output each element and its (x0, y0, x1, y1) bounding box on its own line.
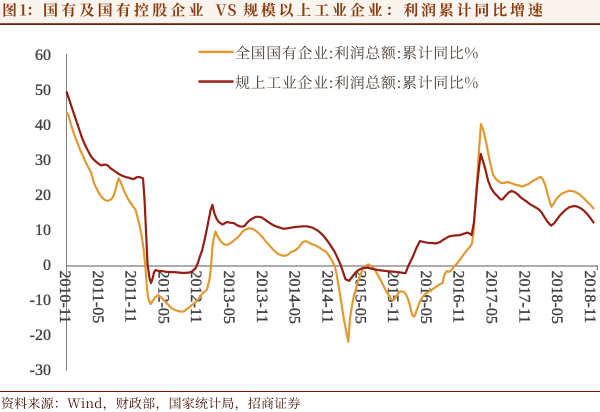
svg-text:2016-11: 2016-11 (450, 271, 467, 324)
svg-text:60: 60 (35, 47, 51, 64)
svg-text:2013-05: 2013-05 (220, 271, 237, 324)
svg-text:2010-11: 2010-11 (56, 271, 73, 324)
svg-text:2014-05: 2014-05 (286, 271, 303, 324)
svg-text:2011-05: 2011-05 (89, 271, 106, 324)
svg-text:2015-11: 2015-11 (384, 271, 401, 324)
svg-text:2016-05: 2016-05 (417, 271, 434, 324)
svg-text:2011-11: 2011-11 (122, 271, 139, 323)
svg-text:-30: -30 (30, 362, 51, 379)
svg-text:2017-05: 2017-05 (483, 271, 500, 324)
svg-text:40: 40 (35, 117, 51, 134)
svg-text:2012-11: 2012-11 (187, 271, 204, 324)
svg-text:50: 50 (35, 82, 51, 99)
svg-text:2012-05: 2012-05 (154, 271, 171, 324)
svg-text:2017-11: 2017-11 (515, 271, 532, 324)
svg-text:2018-05: 2018-05 (548, 271, 565, 324)
svg-text:0: 0 (43, 257, 51, 274)
svg-text:2013-11: 2013-11 (253, 271, 270, 324)
svg-text:2018-11: 2018-11 (581, 271, 598, 324)
svg-text:20: 20 (35, 187, 51, 204)
svg-text:-20: -20 (30, 327, 51, 344)
svg-text:2015-05: 2015-05 (351, 271, 368, 324)
svg-text:-10: -10 (30, 292, 51, 309)
svg-text:2014-11: 2014-11 (319, 271, 336, 324)
svg-text:10: 10 (35, 222, 51, 239)
svg-text:30: 30 (35, 152, 51, 169)
